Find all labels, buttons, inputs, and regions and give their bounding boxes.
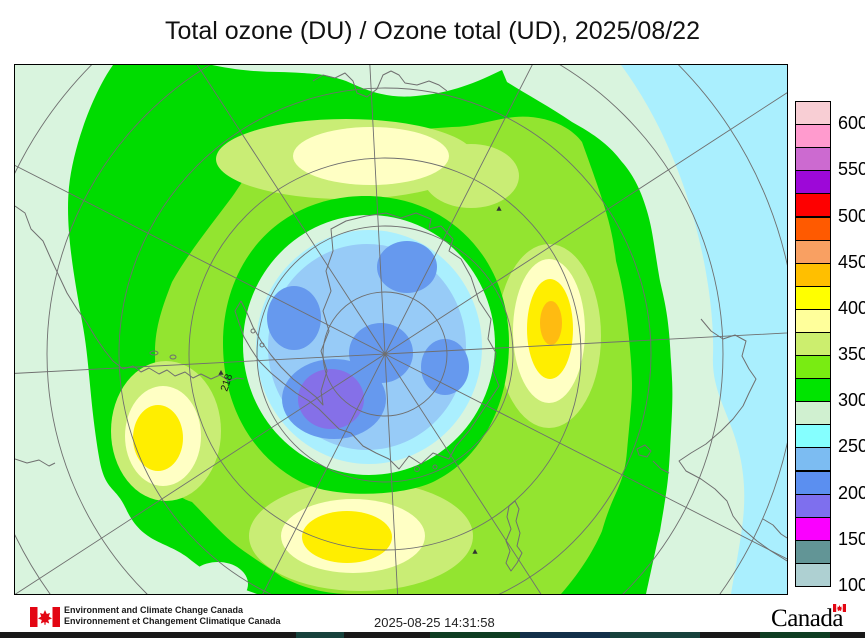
coast-south-america [15,205,245,382]
ozone-map: 218 [14,64,788,595]
canada-wordmark: Canada [771,604,846,633]
legend-swatch [795,239,831,264]
legend-swatch [795,355,831,380]
legend-swatch [795,308,831,333]
legend-labels: 600 550 500 450 400 350 300 250 200 150 100 [838,101,865,595]
coast-island-north2 [652,460,670,474]
legend-swatches [795,101,831,587]
agency-name-fr: Environnement et Changement Climatique C… [64,615,281,626]
legend-swatch [795,101,831,126]
canada-wordmark-text: Canada [771,605,843,632]
legend-swatch [795,216,831,241]
coast-right-edge [762,518,787,539]
fill-250-275-corner [621,65,787,594]
legend-tick-label: 300 [838,390,865,411]
station-triangle-icon [496,206,502,211]
legend-swatch [795,493,831,518]
legend-swatch [795,378,831,403]
station-triangle-icon [218,370,224,375]
legend-tick-label: 400 [838,297,865,318]
legend-tick-label: 450 [838,251,865,272]
station-markers [218,206,502,554]
legend-swatch [795,193,831,218]
agency-name: Environment and Climate Change Canada En… [64,605,281,626]
legend-tick-label: 150 [838,528,865,549]
fill-275-300-pocket [188,562,248,594]
station-value-label: 218 [218,372,235,393]
coast-top-centre [312,70,448,98]
legend-swatch [795,424,831,449]
legend-swatch [795,170,831,195]
legend-swatch [795,147,831,172]
coast-left-edge [15,458,56,467]
coast-island-south [505,500,523,572]
bottom-window-sliver [0,632,865,638]
legend-swatch [795,539,831,564]
legend-tick-label: 500 [838,205,865,226]
legend-tick-label: 100 [838,574,865,595]
legend-tick-label: 550 [838,159,865,180]
coast-island-north [636,444,652,458]
legend-swatch [795,262,831,287]
station-triangle-icon [472,549,478,554]
footer: Environment and Climate Change Canada En… [0,602,865,632]
legend-swatch [795,516,831,541]
page-title: Total ozone (DU) / Ozone total (UD), 202… [165,17,700,45]
legend-tick-label: 350 [838,343,865,364]
legend-tick-label: 200 [838,482,865,503]
legend-swatch [795,285,831,310]
legend-swatch [795,562,831,587]
fill-400-425 [133,279,573,563]
generation-timestamp: 2025-08-25 14:31:58 [374,615,495,630]
legend-swatch [795,124,831,149]
coast-australia [678,318,787,562]
legend-tick-label: 600 [838,112,865,133]
canada-flag-icon [30,607,60,627]
legend-swatch [795,447,831,472]
legend-tick-label: 250 [838,436,865,457]
wordmark-flag-icon [833,604,846,612]
ozone-map-canvas: 218 [15,65,787,594]
legend-swatch [795,470,831,495]
legend-swatch [795,331,831,356]
agency-name-en: Environment and Climate Change Canada [64,605,244,615]
graticule [15,65,787,594]
fill-175-200-minimum [298,369,364,429]
coastlines [15,70,787,572]
legend-swatch [795,401,831,426]
fill-425-450 [540,301,562,345]
coast-antarctica [234,212,500,470]
